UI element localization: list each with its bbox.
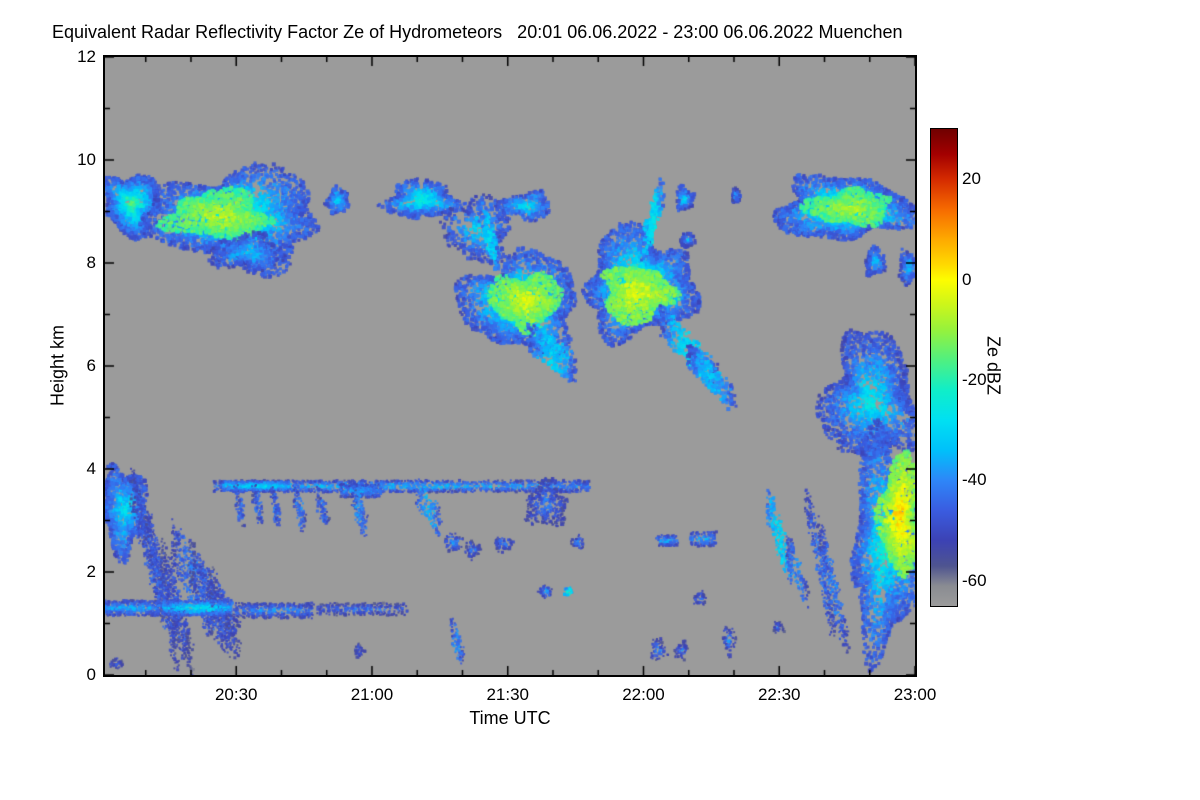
chart-title: Equivalent Radar Reflectivity Factor Ze … (52, 22, 903, 42)
x-tick-label: 22:30 (757, 685, 801, 704)
colorbar-tick-label: 20 (962, 169, 981, 189)
y-tick-label: 12 (77, 47, 96, 66)
y-tick-label: 10 (77, 150, 96, 169)
colorbar-title: Ze dBZ (983, 335, 1004, 396)
colorbar-tick-label: -20 (962, 370, 987, 390)
colorbar-tick-label: -60 (962, 570, 987, 590)
y-tick-label: 8 (86, 253, 96, 272)
x-tick-label: 22:00 (622, 685, 665, 704)
y-tick-label: 4 (86, 459, 96, 478)
x-tick-label: 21:30 (486, 685, 530, 704)
colorbar-tick-label: -40 (962, 470, 987, 490)
y-tick-label: 6 (86, 356, 96, 375)
x-tick-label: 23:00 (893, 685, 937, 704)
colorbar-tick-label: 0 (962, 269, 972, 289)
plot-area (103, 55, 917, 677)
radar-heatmap-canvas (105, 57, 915, 675)
y-tick-label: 0 (86, 665, 96, 684)
x-tick-label: 21:00 (350, 685, 394, 704)
colorbar (930, 128, 958, 607)
x-axis-title: Time UTC (469, 708, 551, 728)
x-tick-label: 20:30 (214, 685, 258, 704)
y-tick-label: 2 (86, 562, 96, 581)
